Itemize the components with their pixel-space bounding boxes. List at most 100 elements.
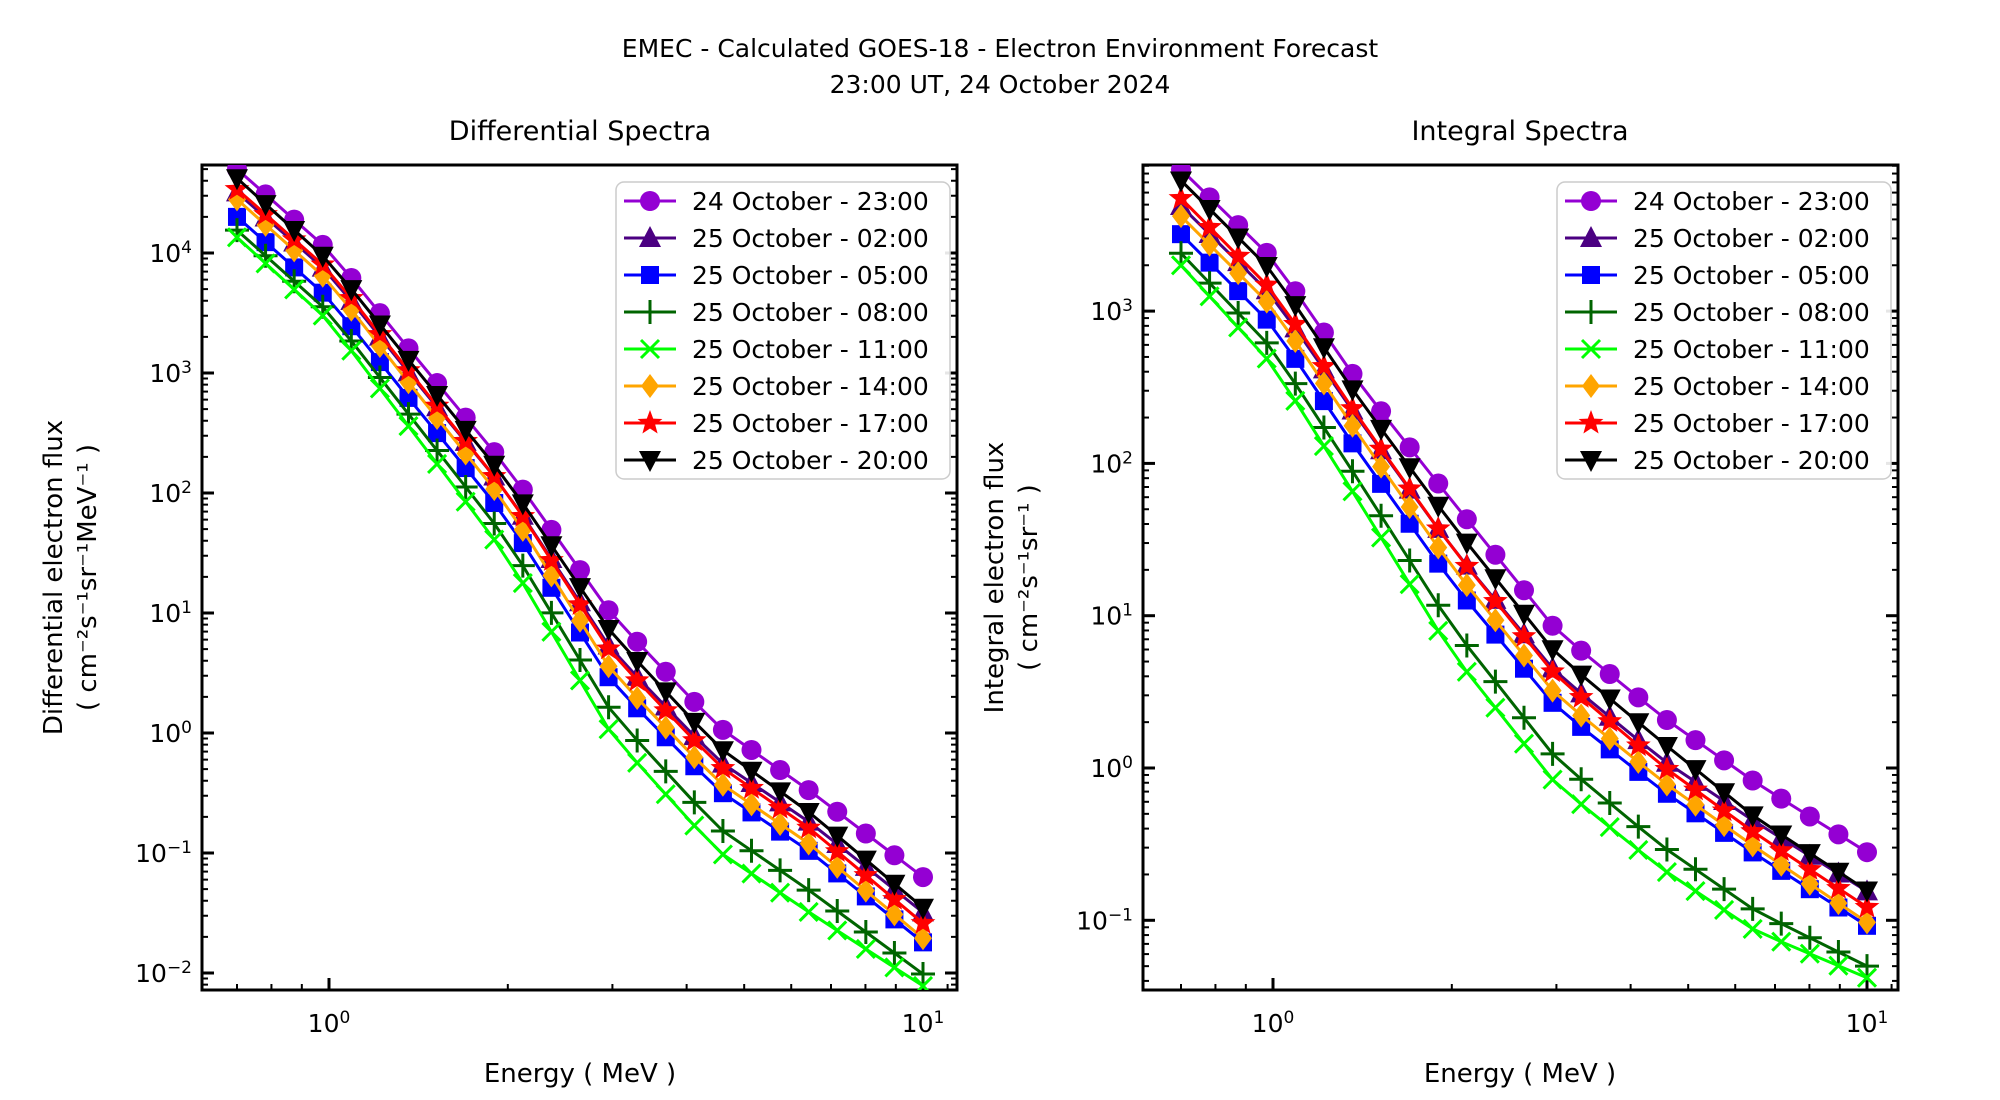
circle-icon [1628,687,1649,708]
axis-ticks [202,168,957,990]
legend-entry: 24 October - 23:00 [624,187,929,216]
diamond-icon [1257,289,1276,314]
circle-icon [1571,640,1592,661]
diamond-icon [685,745,704,770]
y-tick-label: 102 [1090,448,1133,478]
diamond-icon [641,374,659,398]
x-icon [798,901,819,922]
x-icon [741,863,762,884]
x-tick-label: 101 [902,1008,945,1038]
diamond-icon [570,608,589,633]
square-icon [1514,659,1533,678]
legend-entry: 25 October - 20:00 [1565,446,1870,475]
x-icon [1256,348,1277,369]
diamond-icon [1372,454,1391,479]
star-icon [1826,875,1851,899]
triangle-down-icon [1541,640,1564,662]
legend-entry: 24 October - 23:00 [1565,187,1870,216]
triangle-down-icon [740,761,763,783]
diamond-icon [1543,678,1562,703]
star-icon [1797,856,1823,880]
triangle-down-icon [654,682,677,704]
diamond-icon [1686,792,1705,817]
legend-label: 25 October - 05:00 [692,261,929,290]
star-icon [624,667,650,692]
x-icon [1599,817,1620,838]
plus-icon [853,920,878,945]
diamond-icon [599,654,618,679]
triangle-down-icon [797,803,820,825]
star-icon [1254,271,1280,296]
circle-icon [741,739,762,760]
plus-icon [1197,271,1222,296]
legend-entry: 25 October - 11:00 [1565,335,1870,364]
x-icon [398,416,419,437]
plus-icon [425,438,450,463]
triangle-down-icon [397,350,420,372]
series-25-october-11-00 [226,227,934,990]
star-icon [682,727,707,751]
x-icon [1656,862,1677,883]
legend-entry: 25 October - 02:00 [1565,224,1870,253]
triangle-down-icon [1341,380,1364,402]
triangle-down-icon [1398,458,1421,480]
triangle-down-icon [1741,806,1764,828]
plus-icon [1340,459,1365,484]
plus-icon [453,475,478,500]
diamond-icon [1286,328,1305,353]
plus-icon [1226,300,1251,325]
plus-icon [1855,954,1879,979]
triangle-down-icon [540,536,563,558]
plus-icon [768,858,793,883]
triangle-down-icon [254,195,277,217]
star-icon [567,591,593,615]
series-markers [226,165,933,888]
x-icon [255,253,276,274]
triangle-down-icon [711,741,734,763]
diamond-icon [1572,703,1591,728]
star-icon [1626,732,1651,757]
star-icon [1425,515,1451,540]
circle-icon [1857,842,1877,863]
circle-icon [1542,615,1563,636]
x-icon [1456,661,1477,682]
x-icon [427,453,448,474]
star-icon [1540,658,1565,683]
x-icon [770,882,791,903]
legend-label: 25 October - 14:00 [692,372,929,401]
x-icon [284,279,305,300]
circle-icon [712,719,733,740]
x-axis-label: Energy ( MeV ) [484,1059,676,1089]
plus-icon [1397,548,1422,573]
y-tick-label: 103 [1090,296,1133,326]
y-axis-label-line2: ( cm⁻²s⁻¹sr⁻¹MeV⁻¹ ) [73,444,103,711]
triangle-down-icon [1627,713,1650,735]
square-icon [1372,474,1391,493]
star-icon [1454,553,1480,577]
legend-box [1556,181,1892,480]
legend-label: 25 October - 20:00 [1633,446,1870,475]
diamond-icon [656,715,675,740]
star-icon [539,547,564,571]
legend-entry: 25 October - 08:00 [1565,298,1870,327]
differential-spectra-plot: 100 101 104 103 102 101 100 10−1 10−2 Differentia… [39,116,959,1089]
diamond-icon [885,902,904,927]
triangle-down-icon [1484,569,1507,591]
square-icon [256,233,275,252]
diamond-icon [1486,608,1505,633]
square-icon [342,317,361,336]
star-icon [739,775,764,799]
triangle-down-icon [597,620,620,642]
legend-label: 24 October - 23:00 [692,187,929,216]
y-tick-label: 10−1 [135,838,192,868]
figure-title: EMEC - Calculated GOES-18 - Electron Env… [621,34,1379,63]
star-icon [653,697,679,721]
x-icon [1513,733,1535,754]
plus-icon [1454,633,1479,658]
series-24-october-23-00 [226,165,933,888]
circle-icon [1771,788,1792,809]
triangle-down-icon [1255,256,1278,278]
y-axis-label-line1: Differential electron flux [39,420,69,735]
square-icon [428,424,447,443]
